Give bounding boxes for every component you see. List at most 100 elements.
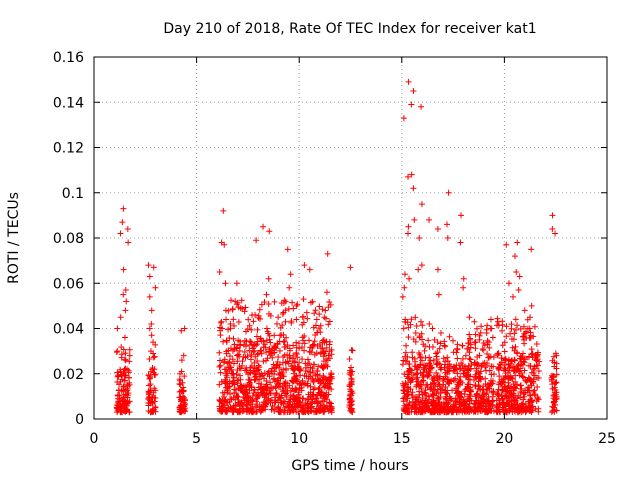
data-point	[239, 408, 246, 415]
data-point	[454, 370, 461, 377]
data-point	[179, 387, 186, 394]
data-point	[412, 338, 419, 345]
data-point	[472, 345, 479, 352]
data-point	[301, 347, 308, 354]
data-point	[348, 364, 355, 371]
data-point	[290, 388, 297, 395]
data-point	[122, 403, 129, 410]
data-point	[486, 344, 493, 351]
data-point	[122, 386, 129, 393]
data-point	[262, 344, 269, 351]
data-point	[286, 284, 293, 291]
data-point	[401, 371, 408, 378]
y-tick-label: 0.14	[53, 95, 84, 111]
data-point	[125, 239, 132, 246]
data-point	[263, 378, 270, 385]
data-point	[301, 262, 308, 269]
data-point	[304, 396, 311, 403]
data-point	[496, 373, 503, 380]
data-point	[260, 223, 267, 230]
data-point	[348, 406, 355, 413]
data-point	[452, 375, 459, 382]
data-point	[512, 316, 519, 323]
data-point	[460, 284, 467, 291]
data-point	[223, 374, 230, 381]
y-tick-label: 0.06	[53, 276, 84, 292]
data-point	[325, 321, 332, 328]
data-point	[233, 371, 240, 378]
data-point	[260, 358, 267, 365]
data-point	[275, 354, 282, 360]
data-point	[290, 355, 297, 362]
data-point	[326, 341, 333, 348]
data-point	[275, 394, 282, 401]
data-point	[260, 399, 267, 406]
data-point	[431, 375, 438, 382]
data-point	[255, 392, 262, 399]
data-point	[231, 405, 238, 412]
data-point	[237, 365, 244, 372]
data-point	[489, 334, 496, 341]
data-point	[299, 356, 306, 363]
data-point	[410, 87, 417, 94]
data-point	[415, 379, 422, 386]
data-point	[549, 407, 556, 414]
data-point	[306, 360, 313, 367]
data-point	[408, 171, 415, 178]
data-point	[505, 360, 512, 367]
data-point	[473, 391, 480, 398]
data-point	[253, 398, 260, 405]
data-point	[252, 311, 259, 318]
data-point	[308, 299, 315, 306]
data-point	[431, 400, 438, 407]
data-point	[276, 361, 283, 368]
data-point	[483, 330, 490, 337]
data-point	[323, 344, 330, 351]
data-point	[234, 377, 241, 384]
data-point	[152, 387, 159, 394]
data-point	[246, 347, 253, 354]
data-point	[416, 235, 423, 241]
data-point	[553, 395, 560, 402]
data-point	[534, 383, 541, 390]
data-point	[251, 364, 258, 371]
data-point	[511, 387, 518, 394]
data-point	[256, 364, 263, 371]
data-point	[532, 356, 539, 363]
data-point	[227, 297, 234, 304]
data-point	[293, 339, 300, 346]
data-point	[289, 299, 296, 306]
data-point	[309, 395, 316, 402]
data-point	[422, 407, 429, 414]
data-point	[516, 368, 523, 375]
data-point	[176, 376, 183, 383]
data-point	[291, 359, 298, 366]
data-point	[445, 400, 452, 407]
data-point	[179, 379, 186, 386]
data-point	[431, 336, 438, 343]
data-point	[465, 340, 472, 347]
data-point	[231, 322, 238, 329]
data-point	[268, 406, 275, 413]
data-point	[320, 348, 327, 355]
data-point	[498, 355, 505, 362]
data-point	[528, 346, 535, 353]
data-point	[313, 350, 320, 357]
data-point	[326, 403, 333, 410]
data-point	[311, 361, 318, 368]
data-point	[302, 368, 309, 375]
data-point	[114, 348, 121, 355]
data-point	[317, 322, 324, 329]
data-point	[265, 370, 272, 377]
x-tick-label: 15	[393, 431, 411, 447]
data-point	[409, 394, 416, 401]
data-point	[297, 367, 304, 374]
data-point	[477, 407, 484, 414]
data-point	[511, 406, 518, 413]
data-point	[298, 384, 305, 391]
data-point	[488, 363, 495, 370]
data-point	[479, 386, 486, 393]
data-point	[444, 371, 450, 378]
data-point	[473, 397, 480, 404]
chart-title: Day 210 of 2018, Rate Of TEC Index for r…	[163, 21, 536, 37]
